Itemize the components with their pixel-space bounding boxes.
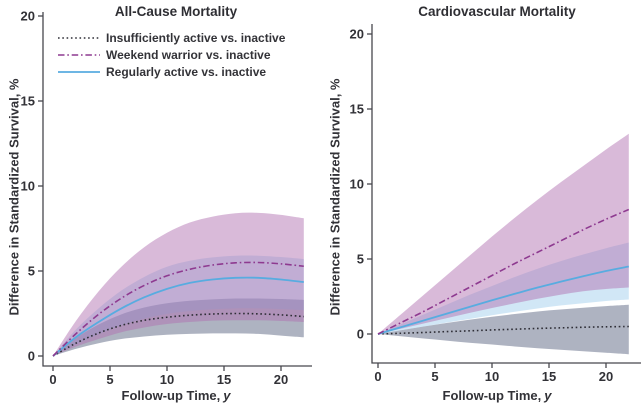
y-axis-label: Difference in Standardized Survival, % bbox=[6, 78, 22, 316]
insufficiently-active-vs-inactive-ci-band bbox=[53, 298, 304, 356]
dash-dot-line-icon bbox=[58, 53, 100, 56]
legend: Insufficiently active vs. inactive Weeke… bbox=[56, 30, 285, 79]
x-tick-label: 15 bbox=[217, 372, 231, 387]
weekend-warrior-vs-inactive-line bbox=[377, 208, 630, 335]
y-tick-label: 10 bbox=[350, 177, 364, 192]
x-axis-label: Follow-up Time, y bbox=[40, 388, 312, 403]
x-tick-label: 20 bbox=[274, 372, 288, 387]
x-tick-label: 5 bbox=[106, 372, 113, 387]
x-tick-label: 10 bbox=[160, 372, 174, 387]
y-tick-label: 0 bbox=[357, 327, 364, 342]
regularly-active-vs-inactive-ci-band bbox=[53, 255, 304, 356]
y-tick-label: 5 bbox=[28, 264, 35, 279]
x-tick-label: 20 bbox=[599, 369, 613, 384]
all-cause-mortality-panel: 0 5 10 15 20 0 5 10 15 20 All-Cause Mortality Dif… bbox=[6, 4, 312, 403]
y-tick-label: 15 bbox=[350, 102, 364, 117]
legend-item-weekend-warrior: Weekend warrior vs. inactive bbox=[56, 47, 285, 62]
solid-line-icon bbox=[58, 70, 100, 73]
x-tick-label: 10 bbox=[485, 369, 499, 384]
x-axis-label-unit: y bbox=[223, 388, 231, 403]
y-tick-label: 20 bbox=[350, 27, 364, 42]
x-tick-label: 0 bbox=[49, 372, 56, 387]
y-tick-label: 5 bbox=[357, 252, 364, 267]
x-axis-label-unit: y bbox=[544, 388, 552, 403]
axes bbox=[371, 24, 641, 364]
x-axis-label-text: Follow-up Time, bbox=[442, 388, 542, 403]
x-tick-label: 5 bbox=[431, 369, 438, 384]
y-tick-label: 15 bbox=[21, 94, 35, 109]
all-cause-mortality-plot: 0 5 10 15 20 0 5 10 15 20 bbox=[21, 9, 312, 387]
regularly-active-vs-inactive-line bbox=[377, 265, 629, 335]
cardiovascular-mortality-plot: 0 5 10 15 20 0 5 10 15 20 bbox=[350, 24, 641, 384]
legend-label: Insufficiently active vs. inactive bbox=[106, 30, 286, 45]
x-tick-label: 15 bbox=[542, 369, 556, 384]
y-tick-label: 10 bbox=[21, 179, 35, 194]
legend-label: Weekend warrior vs. inactive bbox=[106, 47, 271, 62]
regularly-active-vs-inactive-line bbox=[52, 276, 304, 357]
legend-label: Regularly active vs. inactive bbox=[106, 64, 267, 79]
x-tick-label: 0 bbox=[374, 369, 381, 384]
weekend-warrior-vs-inactive-ci-band bbox=[378, 133, 629, 334]
weekend-warrior-vs-inactive-line bbox=[52, 261, 304, 357]
dotted-line-icon bbox=[58, 36, 100, 39]
panel-title-cardiovascular: Cardiovascular Mortality bbox=[418, 4, 576, 19]
panel-title-all-cause: All-Cause Mortality bbox=[114, 4, 238, 19]
cardiovascular-mortality-panel: 0 5 10 15 20 0 5 10 15 20 Cardiovascular Mortalit… bbox=[321, 0, 642, 412]
x-axis-label: Follow-up Time, y bbox=[361, 388, 633, 403]
legend-item-insufficiently-active: Insufficiently active vs. inactive bbox=[56, 30, 285, 45]
x-axis-label-text: Follow-up Time, bbox=[121, 388, 221, 403]
y-axis-label: Difference in Standardized Survival, % bbox=[327, 78, 343, 316]
insufficiently-active-vs-inactive-line bbox=[377, 325, 629, 335]
y-tick-label: 20 bbox=[21, 9, 35, 24]
weekend-warrior-vs-inactive-ci-band bbox=[53, 212, 304, 356]
axes bbox=[42, 12, 312, 367]
regularly-active-vs-inactive-ci-band bbox=[378, 242, 629, 334]
y-tick-label: 0 bbox=[28, 349, 35, 364]
legend-item-regularly-active: Regularly active vs. inactive bbox=[56, 64, 285, 79]
